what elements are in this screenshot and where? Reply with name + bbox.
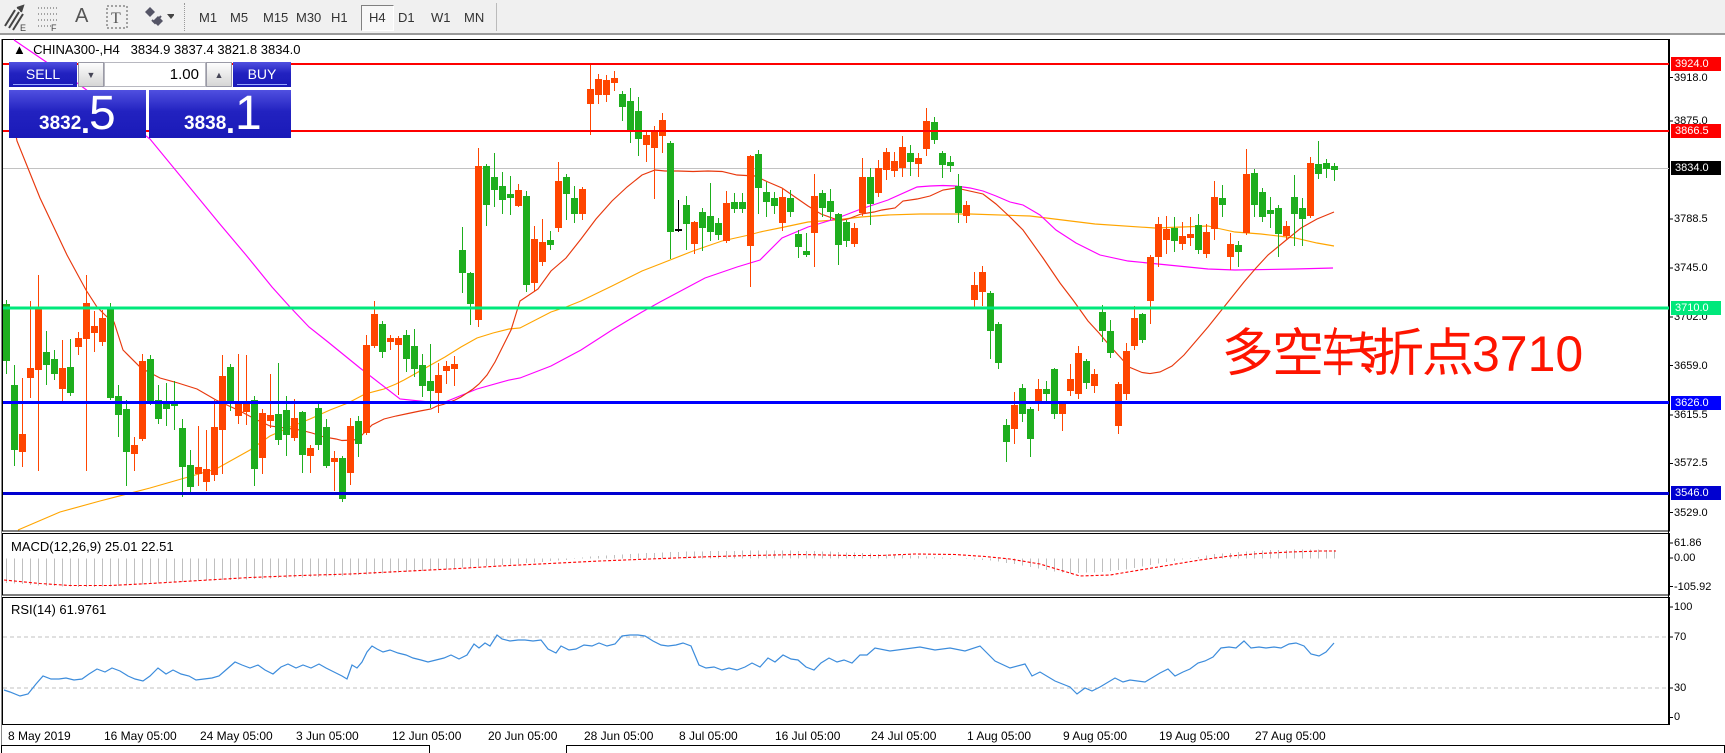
svg-text:3710: 3710 <box>1472 326 1583 382</box>
svg-text:F: F <box>51 23 57 32</box>
svg-text:E: E <box>20 23 26 32</box>
svg-text:T: T <box>111 10 121 27</box>
